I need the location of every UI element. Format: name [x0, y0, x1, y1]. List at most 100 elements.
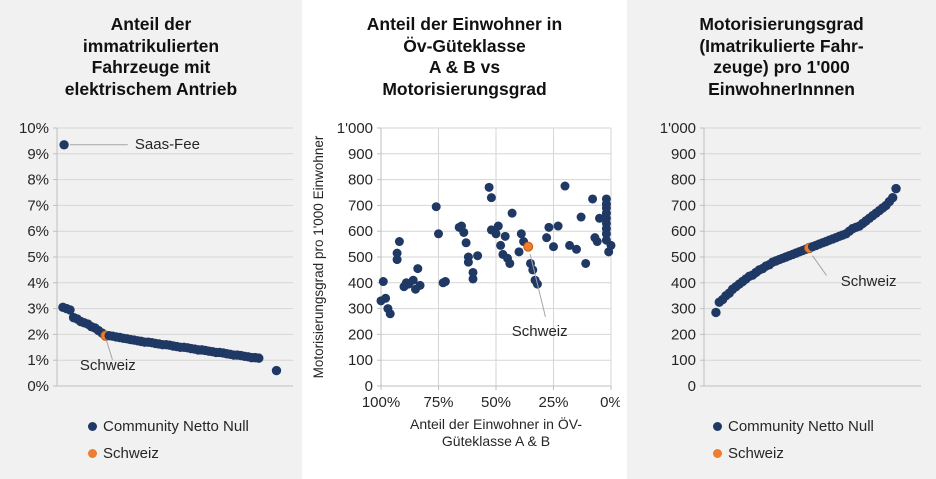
data-point [392, 248, 402, 258]
chart-panel-ev-share: Anteil der immatrikulierten Fahrzeuge mi… [0, 0, 302, 479]
data-point [514, 247, 524, 257]
annotations: Schweiz [512, 253, 568, 340]
y-tick-label: 1% [27, 352, 49, 369]
y-tick-label: 0 [365, 378, 373, 395]
data-point [271, 365, 282, 376]
title-line: A & B vs [428, 57, 501, 77]
y-tick-label: 500 [671, 249, 696, 266]
y-tick-label: 800 [348, 172, 373, 189]
data-point [463, 257, 473, 267]
y-tick-label: 900 [348, 146, 373, 163]
data-point [254, 353, 264, 363]
chart-panel-motorisierungsgrad: Motorisierungsgrad (Imatrikulierte Fahr-… [627, 0, 936, 479]
data-point [413, 264, 423, 274]
data-point [440, 277, 450, 287]
x-tick-label: 100% [362, 394, 400, 411]
y-tick-label: 600 [671, 223, 696, 240]
title-line: Anteil der [110, 14, 192, 34]
legend-label: Community Netto Null [103, 418, 249, 435]
axes: 1'000 900 800 700 600 500 400 300 200 100 0 [660, 120, 921, 395]
data-point [392, 255, 402, 265]
highlight-point-schweiz [523, 241, 534, 252]
legend-marker-navy-icon [88, 422, 97, 431]
legend-item-schweiz: Schweiz [88, 445, 302, 462]
data-point [581, 258, 591, 268]
annotation-leader-line [529, 253, 546, 317]
data-point [491, 229, 501, 239]
data-point [468, 274, 478, 284]
y-tick-label: 800 [671, 172, 696, 189]
chart-legend: Community Netto Null Schweiz [0, 418, 302, 462]
data-point [500, 231, 510, 241]
data-point [468, 267, 478, 277]
title-line: Öv-Güteklasse [403, 35, 526, 56]
chart-title-ev-share: Anteil der immatrikulierten Fahrzeuge mi… [0, 8, 302, 112]
data-points [376, 181, 616, 319]
data-point [516, 229, 526, 239]
data-point [394, 237, 404, 247]
data-points [58, 140, 282, 376]
data-point [431, 202, 441, 212]
x-tick-label: 0% [600, 394, 620, 411]
y-axis-title: Motorisierungsgrad pro 1'000 Einwohner [311, 135, 326, 378]
x-axis-title-line: Anteil der Einwohner in ÖV- [410, 415, 582, 432]
data-point [484, 182, 494, 192]
title-line: Motorisierungsgrad [699, 14, 864, 34]
y-tick-label: 900 [671, 146, 696, 163]
data-point [493, 221, 503, 231]
data-point [385, 309, 395, 319]
legend-label: Schweiz [103, 445, 159, 462]
y-tick-label: 100 [348, 352, 373, 369]
y-tick-label: 200 [671, 326, 696, 343]
axes: 10% 9% 8% 7% 6% 5% 4% 3% 2% 1% 0% [19, 120, 293, 395]
legend-marker-navy-icon [713, 422, 722, 431]
data-point [549, 242, 558, 252]
chart-panel-oev-vs-motorisierung: Anteil der Einwohner in Öv-Güteklasse A … [309, 0, 620, 479]
y-tick-label: 100 [671, 352, 696, 369]
data-point [381, 293, 391, 303]
data-point [565, 240, 575, 250]
legend-item-schweiz: Schweiz [713, 445, 936, 462]
title-line: (Imatrikulierte Fahr- [699, 35, 864, 56]
y-tick-label: 700 [671, 197, 696, 214]
data-point [576, 212, 586, 222]
legend-label: Schweiz [728, 445, 784, 462]
legend-item-community: Community Netto Null [88, 418, 302, 435]
data-point [528, 265, 538, 275]
legend-item-community: Community Netto Null [713, 418, 936, 435]
annotations: Schweiz [812, 255, 897, 290]
y-tick-label: 1'000 [337, 120, 373, 137]
chart-title-motorisierungsgrad: Motorisierungsgrad (Imatrikulierte Fahr-… [627, 8, 936, 112]
data-point [601, 229, 611, 239]
x-axis-title-line: Güteklasse A & B [442, 433, 550, 449]
data-point [711, 307, 721, 318]
x-tick-label: 75% [423, 394, 453, 411]
y-tick-label: 400 [671, 275, 696, 292]
title-line: elektrischem Antrieb [64, 78, 238, 99]
data-point [542, 233, 552, 243]
y-tick-label: 0 [688, 378, 696, 395]
scatter-plot-motorisierungsgrad: 1'000 900 800 700 600 500 400 300 200 100 0 Schweiz [660, 120, 921, 395]
y-tick-label: 10% [19, 120, 49, 137]
data-point [459, 227, 469, 237]
annotation-label: Schweiz [512, 323, 568, 340]
data-point [588, 194, 598, 204]
y-tick-label: 300 [671, 301, 696, 318]
y-tick-label: 1'000 [660, 120, 696, 137]
y-tick-label: 5% [27, 249, 49, 266]
data-point [505, 258, 515, 268]
data-point [496, 240, 506, 250]
legend-label: Community Netto Null [728, 418, 874, 435]
scatter-plot-ev-share: 10% 9% 8% 7% 6% 5% 4% 3% 2% 1% 0% Saas-Fee Schweiz [19, 120, 293, 395]
data-point [553, 221, 563, 231]
title-line: Anteil der Einwohner in [366, 14, 563, 34]
data-point [378, 277, 388, 287]
data-point [606, 240, 616, 250]
y-tick-label: 3% [27, 301, 49, 318]
data-point [560, 181, 570, 191]
data-point [415, 280, 425, 290]
y-tick-label: 4% [27, 275, 49, 292]
chart-legend: Community Netto Null Schweiz [627, 418, 936, 462]
y-tick-label: 700 [348, 197, 373, 214]
